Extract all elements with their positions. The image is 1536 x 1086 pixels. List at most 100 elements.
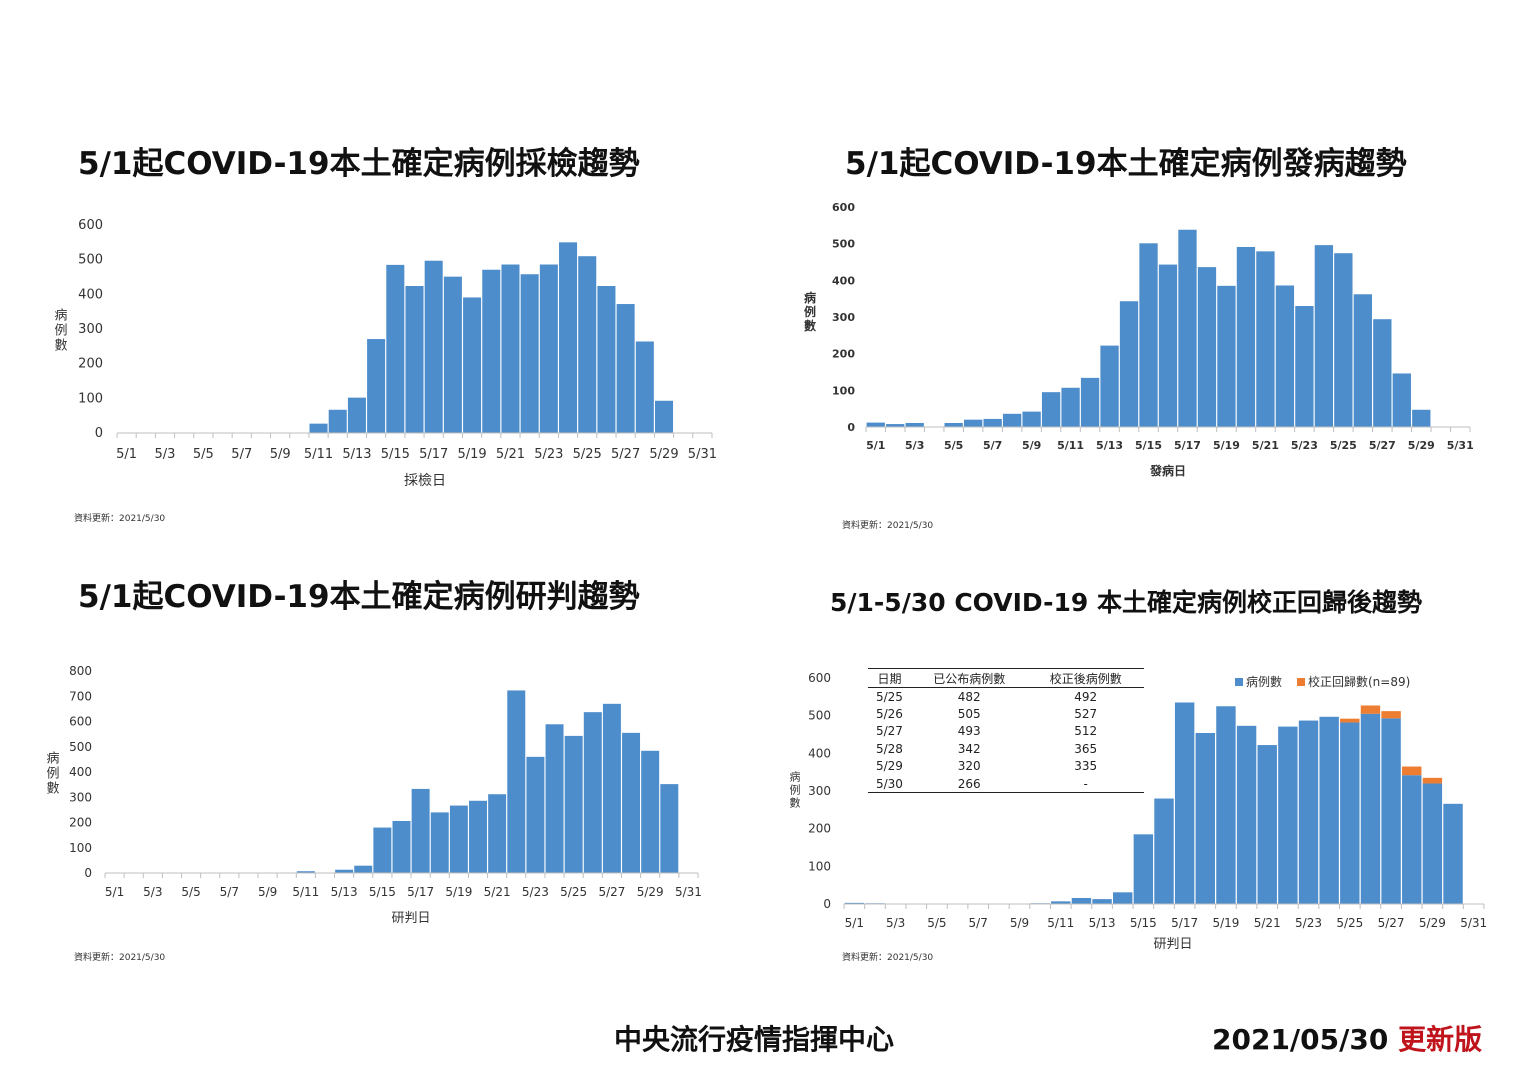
bar xyxy=(1002,413,1022,427)
onset-x-tick-label: 5/17 xyxy=(1174,439,1201,452)
onset-chart: 0 100 200 300 400 500 600 5/1 5/3 5/5 5/7 5/9 5/11 5/… xyxy=(804,201,1474,478)
sampling-x-tick-label: 5/13 xyxy=(342,447,371,462)
correction-bar xyxy=(1381,711,1401,719)
diagnosis-y-tick-label: 700 xyxy=(69,689,92,703)
bar xyxy=(411,788,430,873)
table-cell-date: 5/25 xyxy=(875,689,903,704)
corrected-x-tick-label: 5/5 xyxy=(927,916,946,930)
bar xyxy=(602,703,621,873)
bar xyxy=(616,304,635,433)
bar xyxy=(905,422,924,427)
bar xyxy=(1133,834,1154,904)
bar xyxy=(1360,713,1381,904)
corrected-x-tick-label: 5/19 xyxy=(1212,916,1239,930)
sampling-x-tick-label: 5/5 xyxy=(193,447,214,462)
corrected-x-tick-label: 5/23 xyxy=(1295,916,1322,930)
diagnosis-y-tick-label: 0 xyxy=(84,866,92,880)
bar xyxy=(1051,901,1071,904)
bar xyxy=(1178,229,1197,427)
sampling-y-tick-label: 400 xyxy=(78,287,103,302)
corrected-legend: 病例數 校正回歸數(n=89) xyxy=(1235,674,1410,689)
table-header-date: 日期 xyxy=(868,668,911,688)
bar xyxy=(886,424,905,427)
sampling-x-tick-label: 5/21 xyxy=(496,447,525,462)
diagnosis-x-tick-label: 5/11 xyxy=(292,885,319,899)
legend-cases-label: 病例數 xyxy=(1246,674,1282,689)
bar xyxy=(539,264,558,433)
onset-x-tick-label: 5/1 xyxy=(866,439,885,452)
bar xyxy=(844,902,865,904)
table-cell-published: 505 xyxy=(957,707,981,722)
sampling-x-tick-label: 5/31 xyxy=(688,447,717,462)
sampling-x-tick-label: 5/15 xyxy=(381,447,410,462)
onset-x-axis-label: 發病日 xyxy=(1149,463,1186,478)
legend-correction-swatch xyxy=(1297,678,1305,686)
bar xyxy=(1319,716,1339,904)
diagnosis-x-tick-label: 5/21 xyxy=(484,885,511,899)
table-cell-date: 5/30 xyxy=(868,774,911,794)
onset-y-tick-label: 100 xyxy=(832,384,855,397)
correction-table: 日期 已公布病例數 校正後病例數 5/25 482 492 5/26 505 5… xyxy=(868,668,1144,794)
onset-x-tick-label: 5/5 xyxy=(944,439,963,452)
diagnosis-y-tick-label: 500 xyxy=(69,740,92,754)
diagnosis-x-tick-label: 5/23 xyxy=(522,885,549,899)
bar xyxy=(296,871,315,873)
bar xyxy=(1061,387,1080,427)
onset-y-tick-label: 300 xyxy=(832,311,855,324)
table-row: 5/25 482 492 xyxy=(868,688,1144,706)
bar xyxy=(1174,702,1195,904)
table-cell-published: 493 xyxy=(957,724,981,739)
diagnosis-x-tick-label: 5/1 xyxy=(105,885,124,899)
bar xyxy=(1443,803,1463,904)
corrected-update-note: 資料更新：2021/5/30 xyxy=(842,953,934,963)
sampling-update-note: 資料更新：2021/5/30 xyxy=(74,514,166,524)
bar xyxy=(526,756,545,873)
correction-bar xyxy=(1402,766,1422,776)
onset-x-tick-label: 5/29 xyxy=(1408,439,1435,452)
onset-y-tick-label: 0 xyxy=(847,421,855,434)
table-cell-corrected: 365 xyxy=(1074,741,1098,756)
diagnosis-y-axis-label: 病例數 xyxy=(46,752,59,797)
bar xyxy=(1216,706,1236,904)
sampling-x-tick-label: 5/19 xyxy=(457,447,486,462)
bar xyxy=(1100,345,1119,427)
corrected-x-tick-label: 5/11 xyxy=(1047,916,1074,930)
bar xyxy=(501,264,520,433)
onset-x-tick-label: 5/9 xyxy=(1022,439,1041,452)
table-cell-corrected: 492 xyxy=(1074,689,1098,704)
corrected-x-tick-label: 5/1 xyxy=(845,916,864,930)
corrected-x-tick-label: 5/15 xyxy=(1130,916,1157,930)
table-cell-date: 5/29 xyxy=(875,759,903,774)
bar xyxy=(482,269,501,433)
corrected-x-tick-label: 5/27 xyxy=(1378,916,1405,930)
correction-bar xyxy=(1422,777,1443,784)
sampling-x-axis-label: 採檢日 xyxy=(404,472,446,489)
bar xyxy=(1257,745,1277,904)
table-row: 5/26 505 527 xyxy=(868,705,1144,722)
corrected-x-tick-label: 5/7 xyxy=(969,916,988,930)
diagnosis-y-tick-label: 800 xyxy=(69,664,92,678)
sampling-y-tick-label: 300 xyxy=(78,322,103,337)
corrected-x-tick-label: 5/3 xyxy=(886,916,905,930)
sampling-x-tick-label: 5/27 xyxy=(611,447,640,462)
corrected-x-tick-label: 5/13 xyxy=(1089,916,1116,930)
corrected-y-tick-label: 400 xyxy=(808,746,831,760)
table-cell-published: 266 xyxy=(910,774,1028,794)
bar xyxy=(449,805,468,873)
sampling-y-tick-label: 500 xyxy=(78,253,103,268)
table-cell-corrected: 512 xyxy=(1074,724,1098,739)
corrected-y-tick-label: 200 xyxy=(808,822,831,836)
bar xyxy=(1195,732,1215,904)
corrected-x-tick-label: 5/21 xyxy=(1254,916,1281,930)
table-cell-published: 342 xyxy=(957,741,981,756)
table-header-published: 已公布病例數 xyxy=(910,668,1028,688)
diagnosis-chart-title: 5/1起COVID-19本土確定病例研判趨勢 xyxy=(78,579,640,615)
corrected-x-tick-label: 5/29 xyxy=(1419,916,1446,930)
sampling-x-tick-label: 5/29 xyxy=(649,447,678,462)
update-date: 2021/05/30 xyxy=(1212,1023,1389,1056)
onset-x-tick-label: 5/15 xyxy=(1135,439,1162,452)
diagnosis-x-tick-label: 5/25 xyxy=(560,885,587,899)
bar xyxy=(469,800,488,873)
onset-y-tick-label: 200 xyxy=(832,348,855,361)
